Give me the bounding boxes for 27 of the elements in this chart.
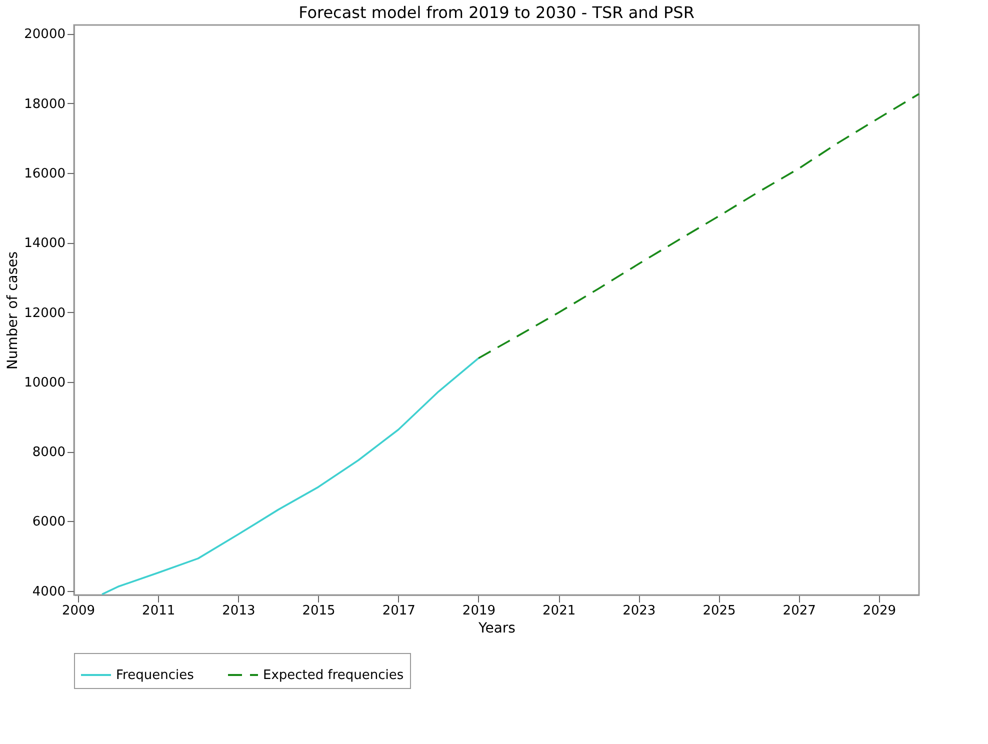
y-tick-label: 6000 xyxy=(32,514,66,530)
y-tick-label: 18000 xyxy=(24,96,66,112)
x-tick-label: 2017 xyxy=(382,604,416,618)
y-axis-title: Number of cases xyxy=(5,251,22,370)
chart-title: Forecast model from 2019 to 2030 - TSR and PSR xyxy=(298,3,694,22)
y-tick-label: 4000 xyxy=(32,584,66,600)
x-tick-label: 2027 xyxy=(782,604,816,618)
x-tick-label: 2009 xyxy=(62,604,96,618)
x-tick-label: 2011 xyxy=(142,604,176,618)
y-tick-label: 12000 xyxy=(24,306,66,321)
x-tick-label: 2013 xyxy=(222,604,256,618)
x-tick-label: 2029 xyxy=(862,604,896,618)
y-tick-label: 20000 xyxy=(24,27,66,42)
legend-label: Expected frequencies xyxy=(263,668,404,683)
y-tick-label: 8000 xyxy=(32,445,66,460)
x-tick-label: 2023 xyxy=(622,604,656,618)
x-tick-label: 2021 xyxy=(542,604,576,618)
line-series xyxy=(101,357,480,596)
x-axis-title: Years xyxy=(478,620,516,636)
line-series xyxy=(478,93,920,360)
y-tick-label: 10000 xyxy=(24,375,66,390)
x-tick-label: 2019 xyxy=(462,604,496,618)
x-tick-label: 2015 xyxy=(302,604,336,618)
x-tick-label: 2025 xyxy=(702,604,736,618)
legend-label: Frequencies xyxy=(116,668,194,683)
y-tick-label: 14000 xyxy=(24,236,66,252)
y-tick-label: 16000 xyxy=(24,166,66,182)
